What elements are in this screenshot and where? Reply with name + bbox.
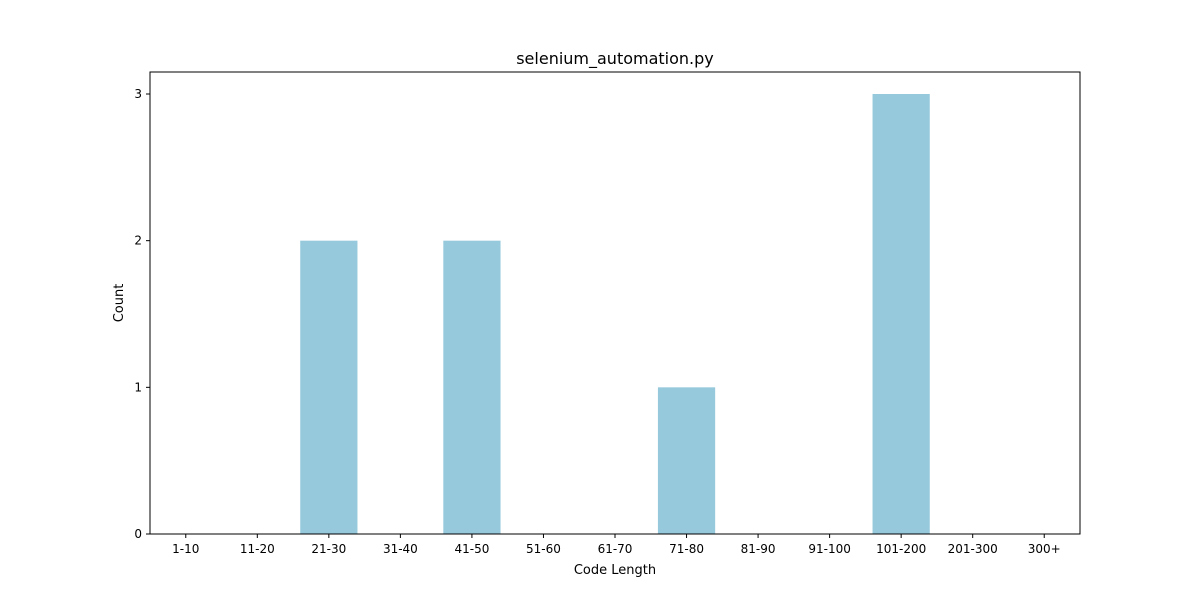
- y-tick-label: 2: [134, 234, 142, 248]
- x-tick-label: 201-300: [948, 542, 998, 556]
- y-tick-label: 3: [134, 87, 142, 101]
- x-tick-label: 21-30: [311, 542, 346, 556]
- y-tick-label: 1: [134, 380, 142, 394]
- x-tick-label: 61-70: [598, 542, 633, 556]
- bar-71-80: [657, 387, 716, 534]
- x-tick-label: 300+: [1028, 542, 1061, 556]
- x-tick-label: 101-200: [876, 542, 926, 556]
- x-axis-label: Code Length: [574, 563, 656, 578]
- y-axis-label: Count: [112, 284, 127, 323]
- x-tick-label: 1-10: [172, 542, 199, 556]
- bar-41-50: [443, 240, 501, 534]
- x-tick-label: 51-60: [526, 542, 561, 556]
- x-tick-label: 11-20: [240, 542, 275, 556]
- y-tick-label: 0: [134, 527, 142, 541]
- bar-21-30: [300, 240, 358, 534]
- plot-frame: [149, 71, 1081, 535]
- y-axis-ticks: 0 1 2 3: [134, 87, 150, 541]
- x-tick-label: 81-90: [741, 542, 776, 556]
- x-tick-label: 41-50: [454, 542, 489, 556]
- x-tick-label: 31-40: [383, 542, 418, 556]
- bars: [300, 94, 930, 534]
- bar-101-200: [872, 94, 930, 534]
- x-tick-label: 91-100: [808, 542, 851, 556]
- chart-title: selenium_automation.py: [516, 49, 714, 69]
- x-axis-ticks: 1-10 11-20 21-30 31-40 41-50 51-60 61-70 71-80 8…: [172, 534, 1061, 556]
- x-tick-label: 71-80: [669, 542, 704, 556]
